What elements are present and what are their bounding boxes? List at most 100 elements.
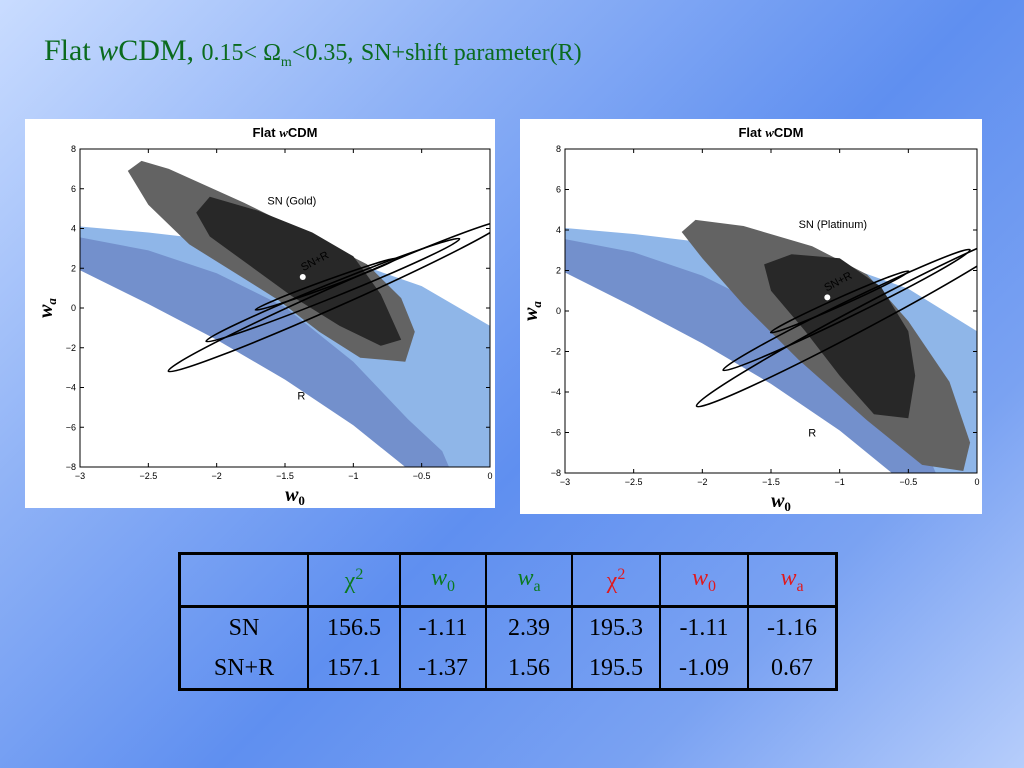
region-label: SN (Platinum) <box>799 219 867 231</box>
header-subscript: a <box>796 577 804 595</box>
table-header-cell: wa <box>747 553 838 608</box>
y-tick-label: −2 <box>551 347 561 357</box>
combined-sn-r-contour <box>167 219 490 373</box>
plot-area <box>80 160 490 467</box>
y-tick-label: 4 <box>556 225 561 235</box>
y-axis-label-sub: a <box>529 301 544 308</box>
results-table: χ2 w0 wa χ2 w0 wa SN 156.5 -1.11 2.39 19… <box>178 552 838 691</box>
x-tick-label: −1.5 <box>276 471 294 481</box>
table-cell: -1.11 <box>399 606 487 648</box>
table-cell: 1.56 <box>485 648 573 690</box>
x-tick-label: −1.5 <box>762 477 780 487</box>
title-range-sub: m <box>280 54 292 70</box>
best-fit-point <box>299 273 306 280</box>
sn-constraint-inner-region <box>764 254 916 419</box>
header-subscript: 0 <box>708 577 716 595</box>
table-cell: 0.67 <box>747 648 838 690</box>
x-tick-label: −0.5 <box>413 471 431 481</box>
table-cell: 156.5 <box>307 606 401 648</box>
y-tick-label: 8 <box>71 144 76 154</box>
header-superscript: 2 <box>355 565 364 583</box>
x-axis-label-sub: 0 <box>784 499 791 514</box>
title-probes: SN+shift parameter(R) <box>360 40 582 66</box>
table-cell: 195.3 <box>571 606 661 648</box>
x-tick-label: −3 <box>75 471 85 481</box>
combined-sn-r-contour <box>205 237 461 343</box>
table-cell: 195.5 <box>571 648 661 690</box>
x-tick-label: −0.5 <box>899 477 917 487</box>
table-header-corner <box>178 553 309 608</box>
best-fit-point <box>824 294 831 301</box>
header-symbol: w <box>430 564 447 591</box>
y-tick-label: −6 <box>66 422 76 432</box>
x-tick-label: −2 <box>212 471 222 481</box>
header-symbol: w <box>780 564 797 591</box>
row-label: SN+R <box>178 648 309 690</box>
header-symbol: w <box>517 564 534 591</box>
chart-title-italic: w <box>765 125 774 140</box>
chart-title-suffix: CDM <box>774 125 804 140</box>
y-tick-label: 2 <box>71 263 76 273</box>
table-cell: -1.09 <box>659 648 749 690</box>
x-axis-label-main: w <box>771 490 785 512</box>
header-symbol: χ <box>606 567 618 594</box>
table-cell: 157.1 <box>307 648 401 690</box>
region-label: SN (Gold) <box>267 196 316 208</box>
table-row: SN+R 157.1 -1.37 1.56 195.5 -1.09 0.67 <box>178 648 838 690</box>
title-model-italic: w <box>98 34 119 67</box>
title-model-plain: Flat <box>44 34 99 67</box>
y-tick-label: −2 <box>66 343 76 353</box>
x-tick-label: 0 <box>487 471 492 481</box>
x-tick-label: −2 <box>697 477 707 487</box>
chart-panel-platinum: −3 −2.5 −2 −1.5 −1 −0.5 0 −8 −6 −4 −2 0 2 4 6 8 SN (Plat… <box>520 119 982 514</box>
chart-title-suffix: CDM <box>288 125 318 140</box>
combined-sn-r-contour <box>695 230 977 408</box>
contour-chart-gold: −3 −2.5 −2 −1.5 −1 −0.5 0 −8 −6 −4 −2 0 2 4 6 8 SN (Gold… <box>35 125 493 508</box>
y-tick-label: 2 <box>556 266 561 276</box>
combined-sn-r-contour <box>254 257 398 311</box>
plot-area <box>565 219 977 473</box>
title-omega-range: 0.15< Ωm<0.35, <box>201 40 354 70</box>
y-tick-label: 6 <box>556 185 561 195</box>
x-tick-label: −1 <box>835 477 845 487</box>
y-tick-label: 6 <box>71 184 76 194</box>
table-cell: -1.11 <box>659 606 749 648</box>
r-constraint-inner-region <box>565 239 936 473</box>
combined-sn-r-contour <box>722 248 971 372</box>
x-axis-label-main: w <box>285 484 299 506</box>
header-subscript: 0 <box>447 577 455 595</box>
y-tick-label: −4 <box>551 387 561 397</box>
y-tick-label: 4 <box>71 224 76 234</box>
y-tick-label: 0 <box>71 303 76 313</box>
y-tick-label: −6 <box>551 428 561 438</box>
chart-panel-gold: −3 −2.5 −2 −1.5 −1 −0.5 0 −8 −6 −4 −2 0 2 4 6 8 SN (Gold… <box>25 119 495 508</box>
region-label: R <box>808 428 816 440</box>
slide-title: Flat wCDM, 0.15< Ωm<0.35, SN+shift param… <box>44 34 582 71</box>
table-header-cell: χ2 <box>307 553 401 608</box>
y-tick-label: 0 <box>556 306 561 316</box>
table-header-cell: w0 <box>659 553 749 608</box>
title-range-suffix: <0.35, <box>291 40 354 66</box>
table-header-row: χ2 w0 wa χ2 w0 wa <box>178 553 838 608</box>
x-tick-label: −2.5 <box>139 471 157 481</box>
region-label: R <box>297 390 305 402</box>
x-axis-label: w0 <box>285 484 305 508</box>
y-tick-label: −8 <box>551 468 561 478</box>
table-header-cell: χ2 <box>571 553 661 608</box>
sn-constraint-inner-region <box>196 196 402 346</box>
chart-title-prefix: Flat <box>738 125 765 140</box>
title-range-prefix: 0.15< Ω <box>201 40 281 66</box>
header-symbol: χ <box>344 567 356 594</box>
contour-chart-platinum: −3 −2.5 −2 −1.5 −1 −0.5 0 −8 −6 −4 −2 0 2 4 6 8 SN (Plat… <box>520 125 980 514</box>
combined-sn-r-contour <box>769 270 910 334</box>
x-axis-label-sub: 0 <box>298 493 305 508</box>
chart-title-italic: w <box>279 125 288 140</box>
r-constraint-inner-region <box>80 237 449 467</box>
header-subscript: a <box>533 577 541 595</box>
y-tick-label: −4 <box>66 383 76 393</box>
table-row: SN 156.5 -1.11 2.39 195.3 -1.11 -1.16 <box>178 606 838 648</box>
y-axis-label-sub: a <box>44 298 59 305</box>
table-header-cell: wa <box>485 553 573 608</box>
header-superscript: 2 <box>617 565 626 583</box>
table-cell: -1.37 <box>399 648 487 690</box>
